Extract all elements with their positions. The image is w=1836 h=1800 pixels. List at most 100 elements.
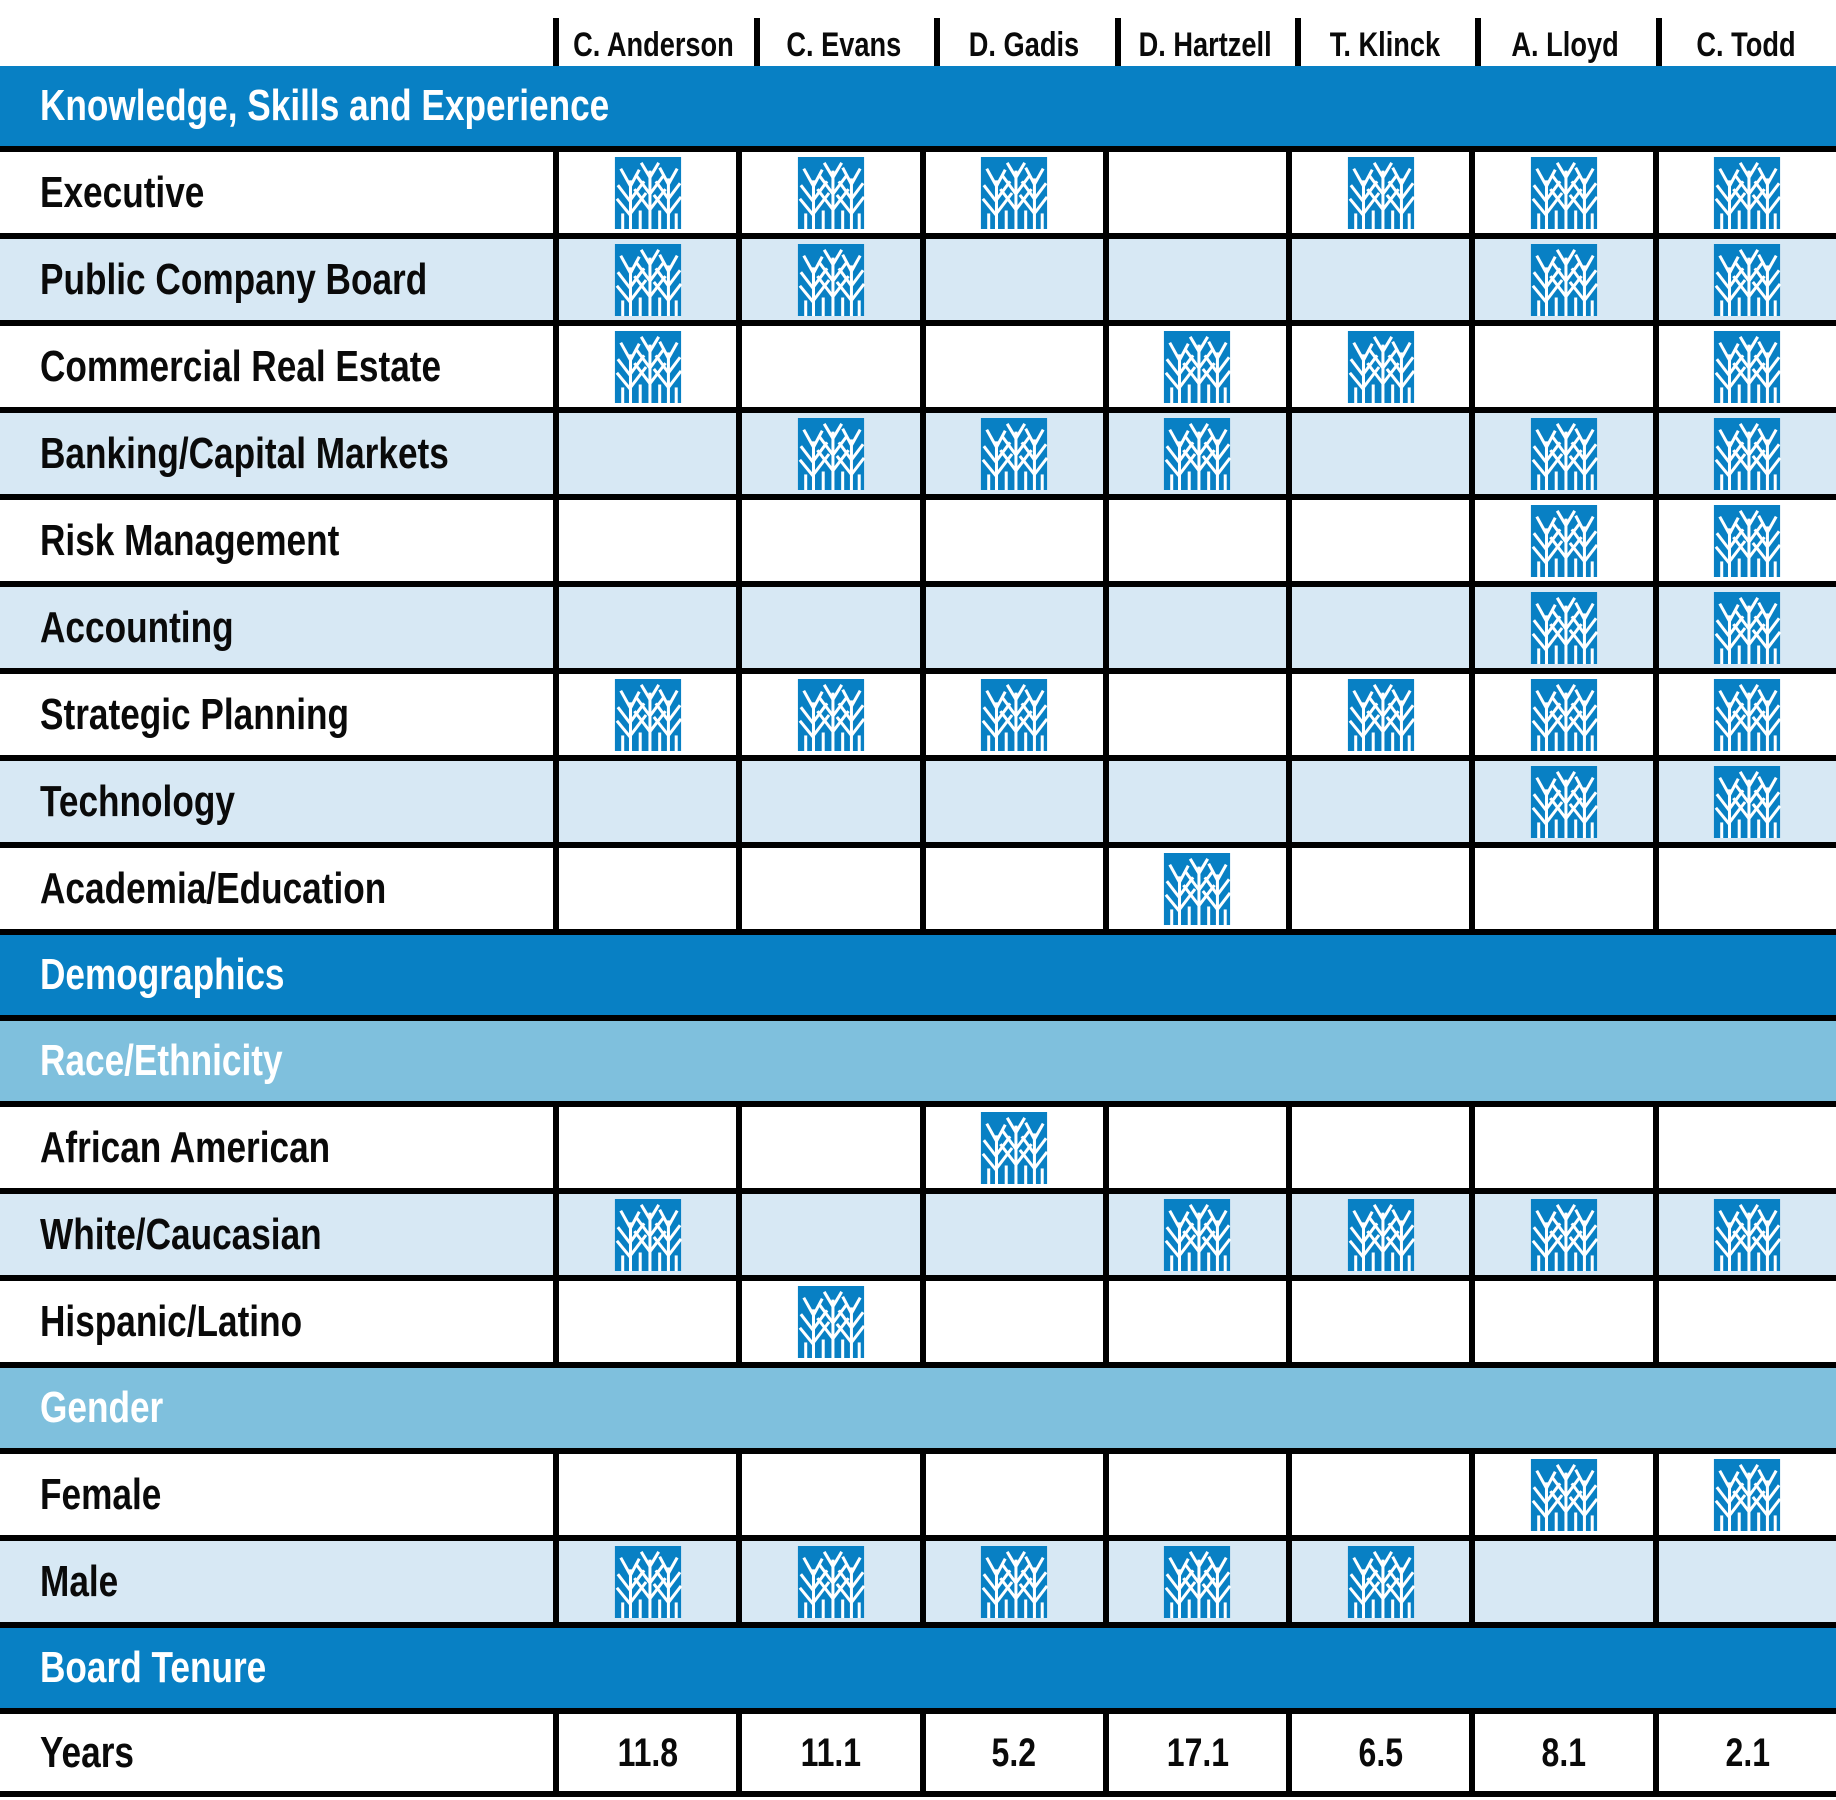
mark-cell	[1102, 239, 1286, 320]
mark-cell	[736, 674, 919, 755]
tree-logo-icon	[1530, 156, 1599, 229]
row-label-cell: Academia/Education	[0, 848, 553, 929]
matrix-row: Accounting	[0, 581, 1836, 668]
matrix-row: Hispanic/Latino	[0, 1275, 1836, 1362]
row-label: Academia/Education	[40, 863, 387, 913]
row-label-cell: Hispanic/Latino	[0, 1281, 553, 1362]
row-label: Technology	[40, 776, 235, 826]
tenure-value: 2.1	[1725, 1730, 1770, 1775]
tree-logo-icon	[1714, 417, 1782, 490]
matrix-row: Female	[0, 1448, 1836, 1535]
director-name: D. Gadis	[969, 26, 1080, 64]
mark-cell	[1286, 326, 1469, 407]
mark-cell	[919, 587, 1103, 668]
row-label: Female	[40, 1469, 162, 1519]
mark-cell	[736, 1107, 919, 1188]
mark-cell	[553, 1194, 736, 1275]
tenure-value-cell: 17.1	[1102, 1714, 1286, 1791]
mark-cell	[919, 1454, 1103, 1535]
section-header: Race/Ethnicity	[0, 1015, 1836, 1101]
tenure-value-cell: 8.1	[1469, 1714, 1652, 1791]
row-label-cell: Risk Management	[0, 500, 553, 581]
section-header: Gender	[0, 1362, 1836, 1448]
director-name: T. Klinck	[1329, 26, 1441, 64]
mark-cell	[1286, 413, 1469, 494]
mark-cell	[919, 239, 1103, 320]
mark-cell	[1286, 152, 1469, 233]
mark-cell	[919, 1107, 1103, 1188]
mark-cell	[1286, 1194, 1469, 1275]
mark-cell	[553, 761, 736, 842]
tenure-value: 8.1	[1541, 1730, 1587, 1775]
tree-logo-icon	[614, 1545, 682, 1618]
mark-cell	[1286, 1107, 1469, 1188]
tree-logo-icon	[797, 678, 865, 751]
row-label-cell: Years	[0, 1714, 553, 1791]
tree-logo-icon	[1714, 1198, 1782, 1271]
mark-cell	[1469, 152, 1652, 233]
tree-logo-icon	[614, 678, 682, 751]
matrix-row: Academia/Education	[0, 842, 1836, 929]
tree-logo-icon	[1164, 1545, 1232, 1618]
mark-cell	[736, 413, 919, 494]
director-column-header: D. Gadis	[934, 0, 1114, 66]
mark-cell	[736, 761, 919, 842]
mark-cell	[1652, 1454, 1836, 1535]
mark-cell	[553, 326, 736, 407]
mark-cell	[919, 152, 1103, 233]
mark-cell	[919, 761, 1103, 842]
mark-cell	[736, 1194, 919, 1275]
mark-cell	[919, 1194, 1103, 1275]
tree-logo-icon	[1714, 678, 1782, 751]
matrix-row: White/Caucasian	[0, 1188, 1836, 1275]
mark-cell	[1652, 761, 1836, 842]
mark-cell	[1469, 674, 1652, 755]
tenure-value: 6.5	[1358, 1730, 1404, 1775]
mark-cell	[1469, 848, 1652, 929]
mark-cell	[1102, 326, 1286, 407]
mark-cell	[1652, 1107, 1836, 1188]
director-column-header: C. Evans	[753, 0, 934, 66]
tree-logo-icon	[1530, 243, 1599, 316]
matrix-row: Male	[0, 1535, 1836, 1622]
tenure-value: 11.8	[617, 1730, 678, 1775]
tenure-value: 5.2	[991, 1730, 1037, 1775]
mark-cell	[1652, 500, 1836, 581]
tree-logo-icon	[1347, 1545, 1415, 1618]
mark-cell	[1102, 1194, 1286, 1275]
tree-logo-icon	[1347, 1198, 1415, 1271]
tree-logo-icon	[981, 417, 1049, 490]
mark-cell	[1102, 761, 1286, 842]
mark-cell	[919, 500, 1103, 581]
mark-cell	[1469, 587, 1652, 668]
mark-cell	[736, 326, 919, 407]
mark-cell	[1102, 1107, 1286, 1188]
tree-logo-icon	[1530, 678, 1599, 751]
mark-cell	[1286, 1454, 1469, 1535]
mark-cell	[553, 1281, 736, 1362]
mark-cell	[1652, 326, 1836, 407]
tree-logo-icon	[1714, 243, 1782, 316]
tenure-value: 11.1	[800, 1730, 862, 1775]
matrix-row: Technology	[0, 755, 1836, 842]
mark-cell	[1469, 326, 1652, 407]
tenure-value: 17.1	[1166, 1730, 1229, 1775]
mark-cell	[553, 1541, 736, 1622]
row-label: Risk Management	[40, 515, 340, 565]
tree-logo-icon	[797, 1545, 865, 1618]
tree-logo-icon	[1714, 156, 1782, 229]
mark-cell	[736, 1541, 919, 1622]
tree-logo-icon	[981, 156, 1049, 229]
mark-cell	[1652, 413, 1836, 494]
mark-cell	[1102, 1541, 1286, 1622]
row-label: Commercial Real Estate	[40, 341, 442, 391]
matrix-row: African American	[0, 1101, 1836, 1188]
tenure-value-cell: 5.2	[919, 1714, 1103, 1791]
mark-cell	[1286, 239, 1469, 320]
mark-cell	[553, 413, 736, 494]
mark-cell	[736, 500, 919, 581]
mark-cell	[553, 848, 736, 929]
matrix-row: Public Company Board	[0, 233, 1836, 320]
mark-cell	[1102, 413, 1286, 494]
tree-logo-icon	[1714, 765, 1782, 838]
